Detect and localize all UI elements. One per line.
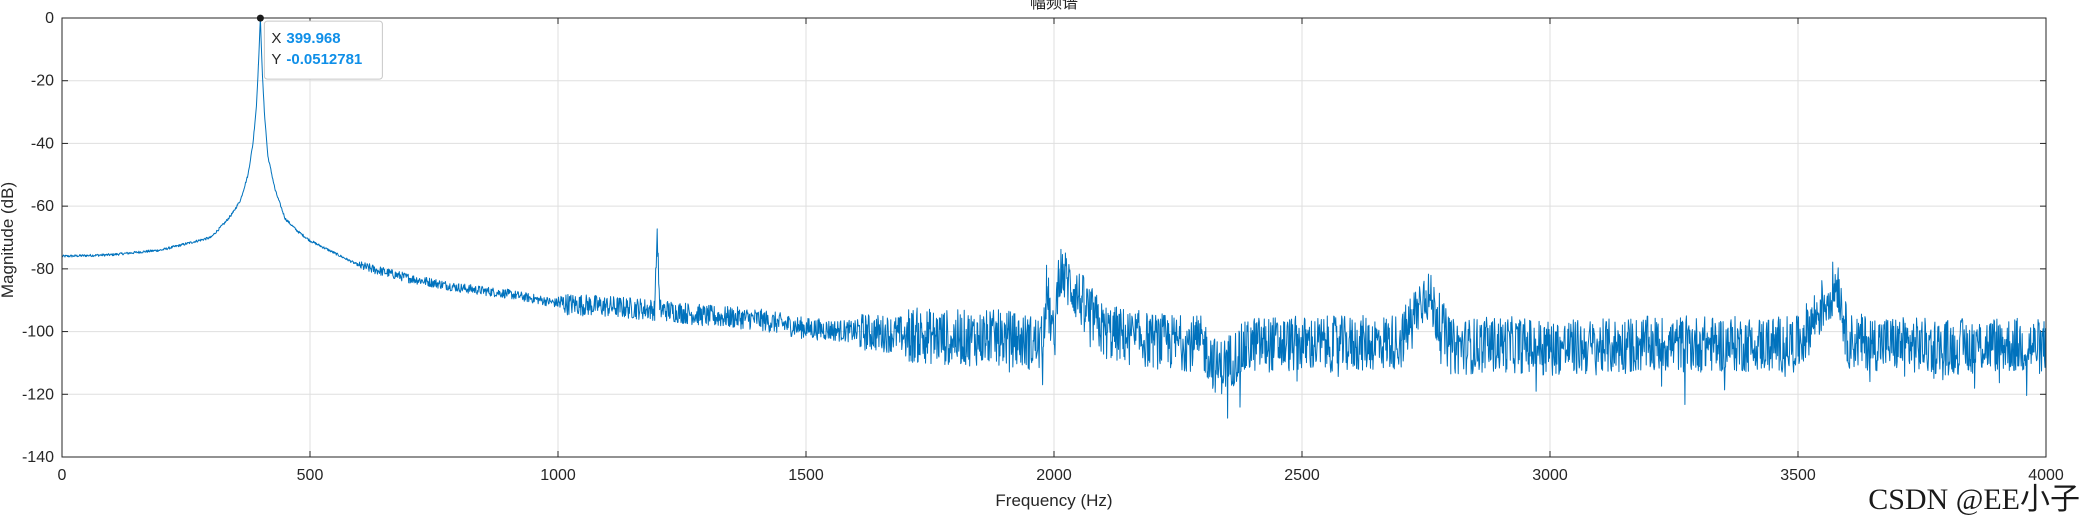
spectrum-series-line: [61, 17, 2047, 419]
y-tick-label: -120: [22, 386, 54, 403]
series-group: [61, 17, 2047, 419]
axis-ticks: 0 500 1000 1500 2000 2500 3000 3500 4000 0 -20 -40 -…: [22, 10, 2064, 484]
x-tick-label: 0: [58, 467, 67, 484]
y-tick-label: -100: [22, 324, 54, 341]
y-tick-label: -140: [22, 449, 54, 466]
plot-area-border: [61, 17, 2047, 458]
chart-title: 幅频谱: [1030, 0, 1078, 12]
y-tick-label: -40: [31, 135, 54, 152]
datatip[interactable]: X 399.968 Y -0.0512781: [256, 14, 383, 80]
datatip-box: [263, 20, 383, 80]
x-tick-label: 2500: [1284, 467, 1320, 484]
datatip-y-value: -0.0512781: [286, 51, 362, 68]
x-tick-label: 500: [297, 467, 324, 484]
y-tick-label: -80: [31, 261, 54, 278]
x-tick-label: 1500: [788, 467, 824, 484]
grid-lines: [61, 17, 2047, 458]
x-tick-label: 1000: [540, 467, 576, 484]
watermark: CSDN @EE小子: [1868, 483, 2080, 516]
x-tick-label: 3000: [1532, 467, 1568, 484]
x-tick-label: 4000: [2028, 467, 2064, 484]
x-tick-label: 2000: [1036, 467, 1072, 484]
y-tick-label: -60: [31, 198, 54, 215]
y-axis-label: Magnitude (dB): [0, 182, 17, 298]
x-tick-label: 3500: [1780, 467, 1816, 484]
y-tick-label: -20: [31, 73, 54, 90]
x-axis-label: Frequency (Hz): [995, 491, 1112, 510]
datatip-x-value: 399.968: [286, 30, 340, 47]
datatip-marker: [256, 14, 264, 22]
y-tick-label: 0: [45, 10, 54, 27]
datatip-y-key: Y: [271, 51, 281, 68]
datatip-x-key: X: [271, 30, 281, 47]
